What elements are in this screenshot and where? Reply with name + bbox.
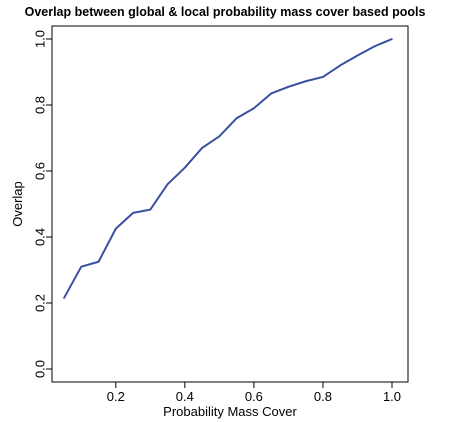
data-point [218,135,221,138]
y-tick-label: 0.4 [33,228,48,246]
y-tick-label: 0.0 [33,360,48,378]
data-point [80,265,83,268]
data-point [97,260,100,263]
y-tick-label: 0.6 [33,162,48,180]
plot-frame [51,25,409,383]
x-tick-label: 0.2 [107,389,125,404]
data-point [373,45,376,48]
x-tick-label: 0.6 [245,389,263,404]
data-point [132,212,134,214]
x-tick-label: 1.0 [383,389,401,404]
x-axis: 0.2 0.4 0.6 0.8 1.0 [107,382,401,404]
data-point [166,183,169,185]
x-axis-label: Probability Mass Cover [163,404,297,419]
data-point [184,166,186,169]
data-point [356,54,359,57]
y-axis-label: Overlap [10,181,25,227]
x-tick-label: 0.8 [314,389,332,404]
y-tick-label: 0.2 [33,294,48,312]
y-tick-label: 1.0 [33,30,48,48]
data-point [304,80,307,83]
series-line-0 [63,38,393,299]
data-point [114,227,117,230]
data-point [287,86,290,88]
data-point [270,92,272,95]
chart-title: Overlap between global & local probabili… [25,5,426,19]
data-point [201,147,203,149]
data-point [391,38,393,40]
series-group [63,38,393,299]
y-axis: 0.0 0.2 0.4 0.6 0.8 1.0 [33,30,52,378]
y-tick-label: 0.8 [33,96,48,114]
data-point [235,117,238,119]
x-tick-label: 0.4 [176,389,194,404]
data-point [339,64,342,67]
data-point [63,297,65,299]
data-point [149,208,152,211]
data-point [253,107,255,110]
data-point [322,76,324,78]
